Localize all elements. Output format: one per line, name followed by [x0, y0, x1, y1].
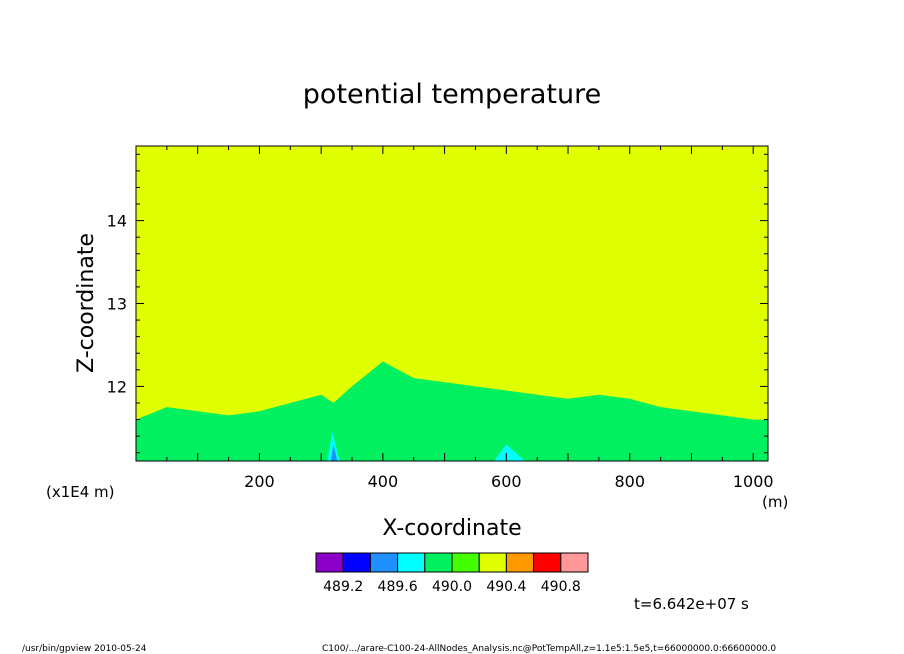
y-axis-unit: (x1E4 m)	[46, 483, 115, 501]
x-tick-label: 600	[491, 472, 522, 491]
colorbar-swatch	[424, 552, 453, 573]
colorbar-label: 489.2	[323, 579, 363, 595]
colorbar-label: 490.0	[432, 579, 472, 595]
colorbar-swatch	[478, 552, 507, 573]
x-tick-label: 800	[614, 472, 645, 491]
colorbar-swatch	[397, 552, 426, 573]
colorbar-swatch	[315, 552, 344, 573]
colorbar-label: 490.4	[486, 579, 526, 595]
colorbar-swatch	[505, 552, 535, 573]
y-axis-title: Z-coordinate	[74, 233, 99, 373]
x-axis-unit: (m)	[762, 493, 788, 511]
colorbar-label: 490.8	[541, 579, 581, 595]
band-fill-cyan	[493, 444, 525, 461]
x-axis: 200 400 600 800 1000	[166, 146, 774, 491]
colorbar: 489.2 489.6 490.0 490.4 490.8	[315, 552, 589, 595]
colorbar-swatch	[369, 552, 399, 573]
colorbar-swatch	[342, 552, 371, 573]
colorbar-swatch	[533, 552, 562, 573]
colorbar-label: 489.6	[378, 579, 418, 595]
x-tick-label: 400	[368, 472, 399, 491]
chart-title: potential temperature	[303, 79, 601, 110]
footer-left: /usr/bin/gpview 2010-05-24	[22, 644, 147, 654]
y-tick-label: 14	[107, 212, 127, 231]
band-fill-blue	[331, 444, 338, 461]
x-axis-title: X-coordinate	[382, 516, 521, 541]
time-caption: t=6.642e+07 s	[634, 595, 749, 613]
colorbar-swatch	[451, 552, 480, 573]
plot-area	[136, 146, 768, 461]
y-tick-label: 13	[107, 295, 127, 314]
x-tick-label: 200	[244, 472, 275, 491]
band-fill-yellow	[136, 146, 768, 420]
footer-right: C100/.../arare-C100-24-AllNodes_Analysis…	[322, 644, 776, 654]
colorbar-swatch	[560, 552, 589, 573]
y-axis: 12 13 14	[107, 153, 768, 454]
x-tick-label: 1000	[733, 472, 774, 491]
y-tick-label: 12	[107, 377, 127, 396]
